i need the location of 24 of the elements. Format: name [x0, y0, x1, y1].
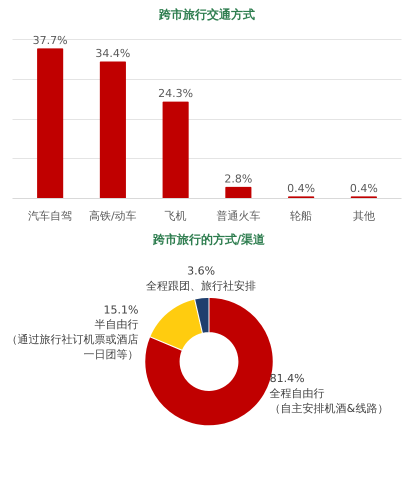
- data-label: 3.6%: [187, 264, 216, 278]
- x-tick-label: 其他: [352, 210, 375, 222]
- data-label: 15.1%: [103, 303, 138, 316]
- x-tick-label: 普通火车: [216, 210, 260, 222]
- slice-label: 全程自由行（自主安排机酒&线路）: [270, 386, 388, 415]
- data-label: 0.4%: [287, 182, 316, 195]
- bar: [162, 102, 189, 198]
- bar: [100, 62, 126, 198]
- data-label: 37.7%: [32, 34, 68, 47]
- data-label: 0.4%: [350, 182, 378, 195]
- bar: [37, 48, 64, 198]
- bar: [225, 186, 252, 198]
- chart-title: 跨市旅行的方式/渠道: [152, 232, 266, 246]
- slice-label: 半自由行（通过旅行社订机票或酒店一日团等）: [6, 318, 138, 362]
- data-label: 34.4%: [95, 47, 130, 60]
- data-label: 81.4%: [270, 372, 305, 386]
- chart-title: 跨市旅行交通方式: [158, 8, 255, 22]
- x-tick-label: 轮船: [290, 210, 312, 222]
- slice-label: 全程跟团、旅行社安排: [146, 279, 256, 292]
- data-label: 24.3%: [158, 87, 194, 100]
- x-tick-label: 飞机: [164, 210, 187, 222]
- x-tick-label: 汽车自驾: [28, 210, 72, 222]
- data-label: 2.8%: [224, 172, 252, 186]
- x-tick-label: 高铁/动车: [89, 210, 137, 222]
